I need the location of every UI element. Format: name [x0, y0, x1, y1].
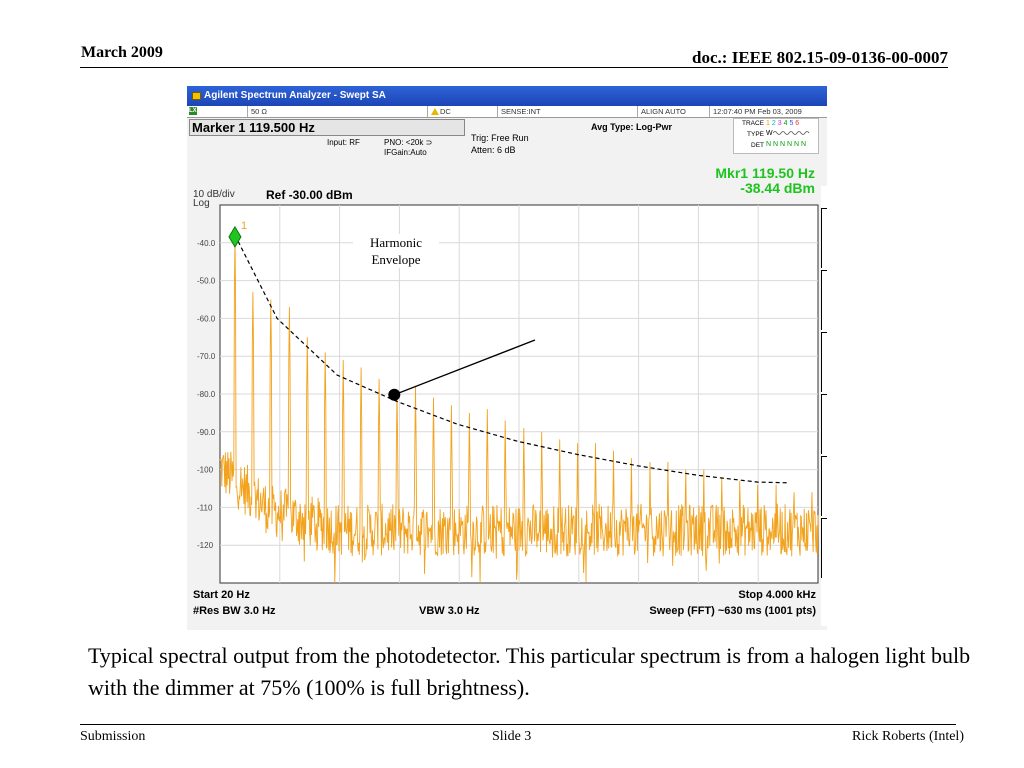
trace-type: W — [766, 130, 811, 137]
trace-numbers: 1 2 3 4 5 6 — [766, 120, 800, 127]
spectrum-plot: -40.0 -50.0 -60.0 -70.0 -80.0 -90.0 -100 -110 -1… — [197, 204, 819, 584]
y-tick-label: -40.0 — [197, 239, 216, 248]
stop-freq: Stop 4.000 kHz — [738, 589, 816, 601]
sweep-info: Sweep (FFT) ~630 ms (1001 pts) — [649, 605, 816, 617]
scale-per-div: 10 dB/div — [193, 189, 235, 200]
trace-label: TRACE — [741, 120, 764, 127]
y-tick-label: -120 — [197, 541, 214, 550]
det-label: DET — [751, 142, 764, 149]
scale-label: 10 dB/div Log — [193, 189, 235, 209]
side-softkey-strip — [821, 186, 827, 626]
y-tick-label: -110 — [197, 503, 213, 512]
y-tick-label: -60.0 — [197, 314, 216, 323]
window-title-bar: Agilent Spectrum Analyzer - Swept SA — [187, 86, 827, 106]
dropdown-icon: ⊃ — [425, 138, 433, 147]
trace-panel[interactable]: TRACE 1 2 3 4 5 6 TYPE W DET N N N N N N — [733, 118, 819, 154]
res-bw: #Res BW 3.0 Hz — [193, 605, 276, 617]
side-tab-3[interactable] — [821, 332, 827, 392]
harmonic-envelope-line — [234, 234, 788, 484]
marker-readout-amp: -38.44 dBm — [740, 180, 815, 196]
window-title: Agilent Spectrum Analyzer - Swept SA — [204, 90, 386, 101]
marker-readout-freq: Mkr1 119.50 Hz — [715, 165, 815, 181]
side-tab-5[interactable] — [821, 456, 827, 516]
pno-setting: PNO: <20k ⊃ — [384, 138, 433, 147]
annotation-leader-line — [394, 339, 536, 396]
ref-level: Ref -30.00 dBm — [266, 188, 353, 202]
vbw: VBW 3.0 Hz — [419, 605, 480, 617]
side-tab-1[interactable] — [821, 208, 827, 268]
side-tab-2[interactable] — [821, 270, 827, 330]
start-freq: Start 20 Hz — [193, 589, 250, 601]
y-tick-label: -100 — [197, 466, 214, 475]
marker-readout: Mkr1 119.50 Hz -38.44 dBm — [715, 166, 815, 196]
y-tick-label: -70.0 — [197, 352, 216, 361]
trace-det: N N N N N N — [766, 141, 807, 148]
footer-rule — [80, 724, 956, 725]
avg-type: Avg Type: Log-Pwr — [591, 122, 672, 132]
y-tick-label: -90.0 — [197, 428, 216, 437]
slide-date: March 2009 — [81, 44, 163, 61]
input-setting: Input: RF — [327, 138, 360, 147]
side-tab-4[interactable] — [821, 394, 827, 454]
align-status: ALIGN AUTO — [637, 106, 711, 117]
trigger-setting: Trig: Free Run — [471, 133, 529, 143]
impedance-status: 50 Ω — [247, 106, 311, 117]
annotation-dot — [388, 388, 401, 401]
app-icon — [192, 92, 201, 100]
spectrum-analyzer-window: Agilent Spectrum Analyzer - Swept SA LXI… — [187, 86, 827, 630]
timestamp: 12:07:40 PM Feb 03, 2009 — [709, 106, 827, 117]
type-label: TYPE — [747, 131, 764, 138]
scale-mode: Log — [193, 198, 210, 209]
atten-setting: Atten: 6 dB — [471, 145, 516, 155]
dc-status: DC — [427, 106, 491, 117]
envelope-annotation: Harmonic Envelope — [353, 234, 439, 268]
ifgain-setting: IFGain:Auto — [384, 148, 427, 157]
marker-diamond-icon — [228, 225, 242, 248]
status-bar: LXI 50 Ω DC SENSE:INT ALIGN AUTO 12:07:4… — [187, 106, 827, 118]
y-tick-label: -50.0 — [197, 277, 216, 286]
sense-status: SENSE:INT — [497, 106, 591, 117]
spectrum-trace — [219, 236, 819, 584]
warning-icon — [431, 108, 439, 115]
footer-submission: Submission — [80, 729, 146, 744]
slide-caption: Typical spectral output from the photode… — [88, 643, 971, 700]
marker-title[interactable]: Marker 1 119.500 Hz — [189, 119, 465, 136]
slide-doc-id: doc.: IEEE 802.15-09-0136-00-0007 — [692, 48, 948, 67]
header-rule — [80, 67, 948, 68]
marker-tag-label: 1 — [241, 220, 247, 232]
y-tick-label: -80.0 — [197, 390, 216, 399]
footer-author: Rick Roberts (Intel) — [852, 729, 964, 744]
side-tab-6[interactable] — [821, 518, 827, 578]
footer-slide-number: Slide 3 — [492, 729, 532, 744]
lxi-icon: LXI — [189, 107, 199, 115]
